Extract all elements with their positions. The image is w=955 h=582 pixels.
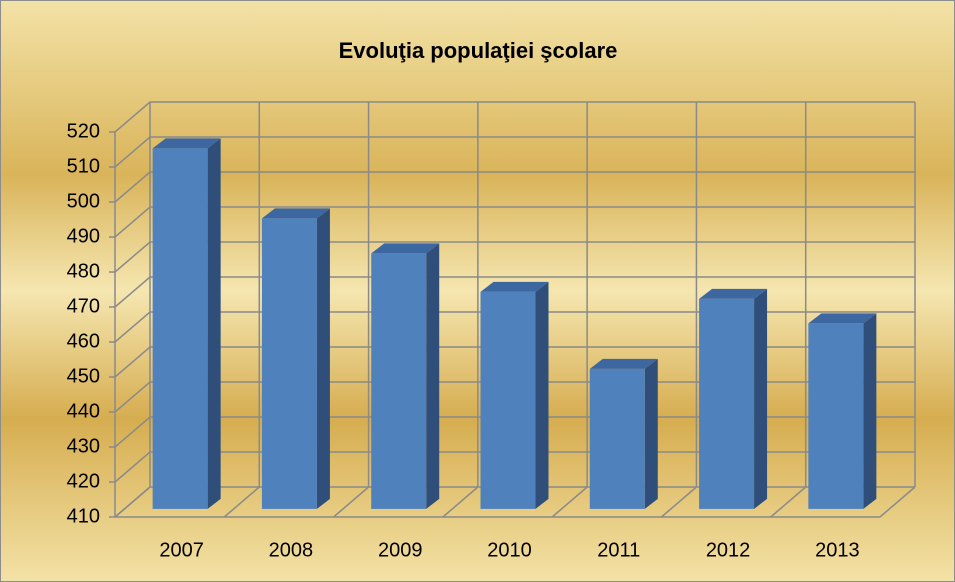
bar-top (480, 281, 549, 292)
bar (261, 218, 317, 509)
chart-title: Evoluţia populaţiei şcolare (339, 38, 618, 63)
bar-side (207, 138, 221, 509)
bar-top (371, 243, 440, 254)
y-tick-label: 440 (67, 400, 100, 422)
y-tick-label: 450 (67, 365, 100, 387)
bar (152, 148, 208, 509)
floor-line (442, 486, 479, 518)
bar-side (426, 243, 440, 509)
y-tick-label: 470 (67, 295, 100, 317)
x-tick-label: 2008 (269, 539, 314, 561)
y-tick-label: 510 (67, 155, 100, 177)
bar (699, 298, 755, 509)
bar (589, 368, 645, 509)
bar-top (261, 208, 330, 219)
x-tick-label: 2007 (159, 539, 204, 561)
bar-side (535, 281, 549, 509)
floor-line (551, 486, 588, 518)
y-tick-label: 490 (67, 225, 100, 247)
bar-side (754, 288, 768, 509)
x-tick-label: 2013 (815, 539, 860, 561)
x-tick-label: 2011 (597, 539, 640, 561)
floor-line (333, 486, 370, 518)
x-tick-label: 2010 (487, 539, 532, 561)
x-tick-label: 2012 (706, 539, 751, 561)
bar-side (863, 313, 877, 509)
bar (480, 291, 536, 509)
y-tick-label: 420 (67, 470, 100, 492)
bar-top (808, 313, 877, 324)
y-tick-label: 500 (67, 190, 100, 212)
bar-top (152, 138, 221, 149)
floor-line (660, 486, 697, 518)
bar (808, 323, 864, 509)
bar-side (644, 358, 658, 509)
floor-line (114, 486, 151, 518)
floor-line (223, 486, 260, 518)
y-tick-label: 520 (67, 120, 100, 142)
y-tick-label: 430 (67, 435, 100, 457)
y-tick-label: 480 (67, 260, 100, 282)
bar-side (316, 208, 330, 509)
floor-line (879, 486, 916, 518)
floor-line (770, 486, 807, 518)
bar (371, 253, 427, 509)
x-tick-label: 2009 (378, 539, 423, 561)
y-tick-label: 460 (67, 330, 100, 352)
y-tick-label: 410 (67, 505, 100, 527)
bar-top (699, 288, 768, 299)
bar-top (589, 358, 658, 369)
